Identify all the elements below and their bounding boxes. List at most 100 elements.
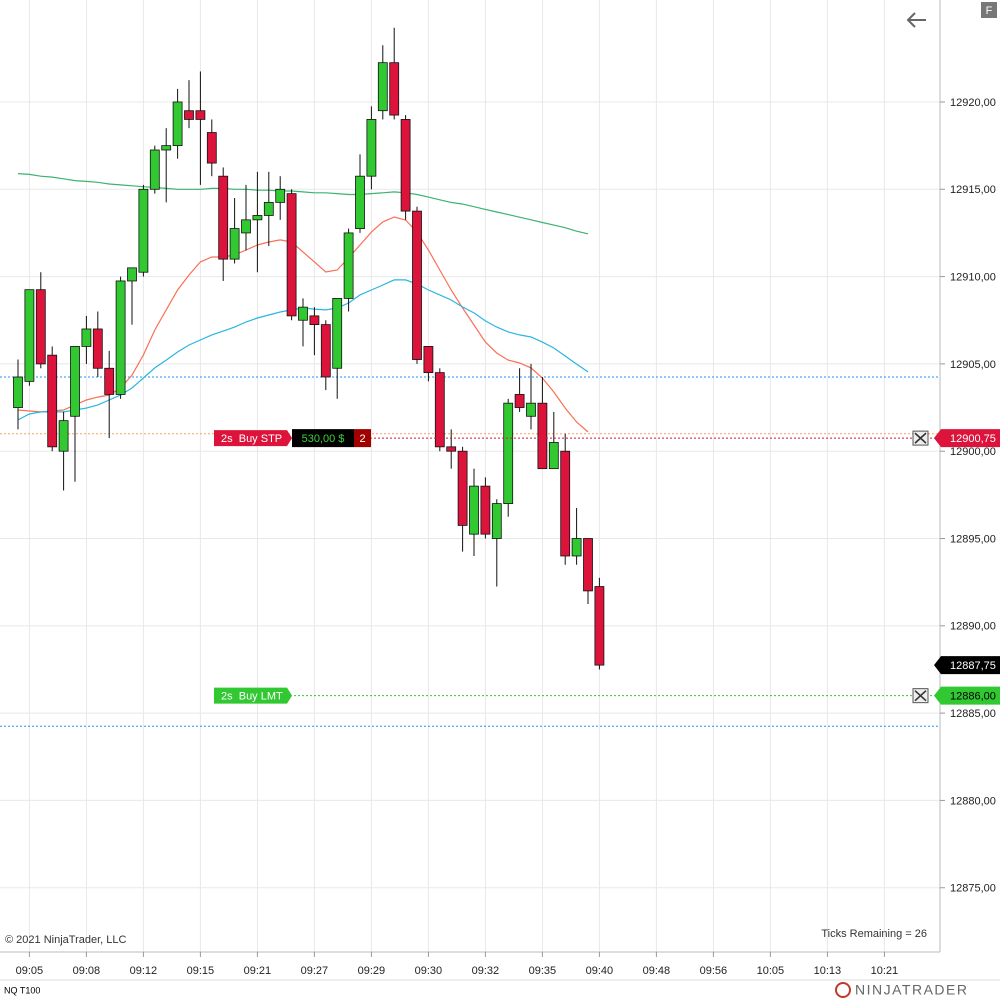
moving-average xyxy=(17,173,589,235)
candle-body xyxy=(503,402,514,504)
order-price-tag xyxy=(934,686,1000,705)
last-price-tag xyxy=(934,656,1000,675)
ticks-remaining: Ticks Remaining = 26 xyxy=(821,928,927,940)
y-tick-label: 12905,00 xyxy=(950,359,996,371)
x-tick-label: 09:08 xyxy=(73,965,101,977)
candle-body xyxy=(47,354,58,448)
candle-body xyxy=(423,346,434,374)
candle-body xyxy=(13,376,23,408)
candle-body xyxy=(206,132,217,164)
candle-body xyxy=(320,324,331,378)
candle-body xyxy=(115,280,126,395)
candle-body xyxy=(377,62,388,112)
candle-body xyxy=(491,503,502,539)
candle-body xyxy=(241,219,251,234)
candle-body xyxy=(263,201,274,216)
pnl-label: 530,00 $ xyxy=(302,433,345,445)
x-tick-label: 09:15 xyxy=(187,965,215,977)
candle-body xyxy=(195,110,206,120)
candle-body xyxy=(161,145,172,151)
y-tick-label: 12915,00 xyxy=(950,184,996,196)
y-tick-label: 12895,00 xyxy=(950,533,996,545)
y-tick-label: 12910,00 xyxy=(950,271,996,283)
x-tick-label: 09:56 xyxy=(700,965,728,977)
order-label: 2s Buy LMT xyxy=(221,691,283,703)
quantity-box xyxy=(354,429,371,448)
candle-body xyxy=(81,328,92,347)
x-tick-label: 10:13 xyxy=(814,965,842,977)
candle-body xyxy=(355,175,365,229)
candle-body xyxy=(366,119,377,177)
candle-body xyxy=(594,586,605,666)
candle-body xyxy=(35,289,46,365)
cancel-order-icon[interactable] xyxy=(914,432,927,444)
candle-body xyxy=(184,110,194,120)
order-price-tag xyxy=(934,429,1000,448)
x-tick-label: 09:12 xyxy=(130,965,158,977)
quantity-label: 2 xyxy=(359,433,365,445)
candle-body xyxy=(127,267,137,282)
x-tick-label: 09:05 xyxy=(16,965,44,977)
candle-body xyxy=(446,446,457,452)
candle-body xyxy=(275,188,286,203)
logo: NINJATRADER xyxy=(855,982,968,998)
candle-body xyxy=(298,306,308,321)
order-tag xyxy=(214,430,292,447)
candle-body xyxy=(537,402,548,470)
instrument: NQ T100 xyxy=(4,985,40,995)
y-tick-label: 12885,00 xyxy=(950,708,996,720)
order-tag xyxy=(214,687,292,704)
y-tick-label: 12875,00 xyxy=(950,883,996,895)
candle-body xyxy=(400,119,411,212)
candle-body xyxy=(24,289,35,382)
cancel-order-icon[interactable] xyxy=(914,690,927,702)
candle-body xyxy=(92,328,103,369)
x-tick-label: 09:30 xyxy=(415,965,443,977)
y-tick-label: 12880,00 xyxy=(950,795,996,807)
candle-body xyxy=(480,485,491,535)
y-tick-label: 12900,00 xyxy=(950,446,996,458)
candle-body xyxy=(229,228,240,260)
x-tick-label: 09:29 xyxy=(358,965,386,977)
candle-body xyxy=(332,298,343,369)
candle-body xyxy=(218,175,229,260)
candle-body xyxy=(138,188,149,273)
x-tick-label: 09:48 xyxy=(643,965,671,977)
candle-body xyxy=(70,346,80,417)
x-tick-label: 09:27 xyxy=(301,965,329,977)
candle-body xyxy=(389,62,400,116)
x-tick-label: 09:21 xyxy=(244,965,272,977)
candle-body xyxy=(583,538,593,592)
candle-body xyxy=(309,315,320,326)
x-tick-label: 09:35 xyxy=(529,965,557,977)
candle-body xyxy=(457,450,468,526)
candle-body xyxy=(343,232,354,299)
f-button-label[interactable]: F xyxy=(986,5,993,17)
back-arrow[interactable] xyxy=(906,12,926,28)
candle-body xyxy=(514,394,525,408)
candle-body xyxy=(412,210,422,360)
candle-body xyxy=(149,149,160,190)
candle-body xyxy=(104,367,115,395)
candle-body xyxy=(58,420,69,452)
copyright: © 2021 NinjaTrader, LLC xyxy=(5,934,126,946)
x-tick-label: 09:40 xyxy=(586,965,614,977)
x-tick-label: 10:21 xyxy=(871,965,899,977)
candle-body xyxy=(560,450,571,557)
candle-body xyxy=(526,402,536,417)
candle-body xyxy=(434,372,445,448)
x-tick-label: 09:32 xyxy=(472,965,500,977)
candle-body xyxy=(286,193,297,317)
candle-body xyxy=(252,215,263,221)
f-button[interactable] xyxy=(981,2,997,18)
candle-body xyxy=(571,538,582,557)
candle-body xyxy=(469,485,479,535)
logo-icon xyxy=(835,982,851,998)
candle-body xyxy=(548,442,559,470)
y-tick-label: 12920,00 xyxy=(950,97,996,109)
back-arrow-icon[interactable] xyxy=(906,12,926,28)
order-price-label: 12886,00 xyxy=(950,691,996,703)
pnl-box xyxy=(292,429,354,448)
y-tick-label: 12890,00 xyxy=(950,621,996,633)
